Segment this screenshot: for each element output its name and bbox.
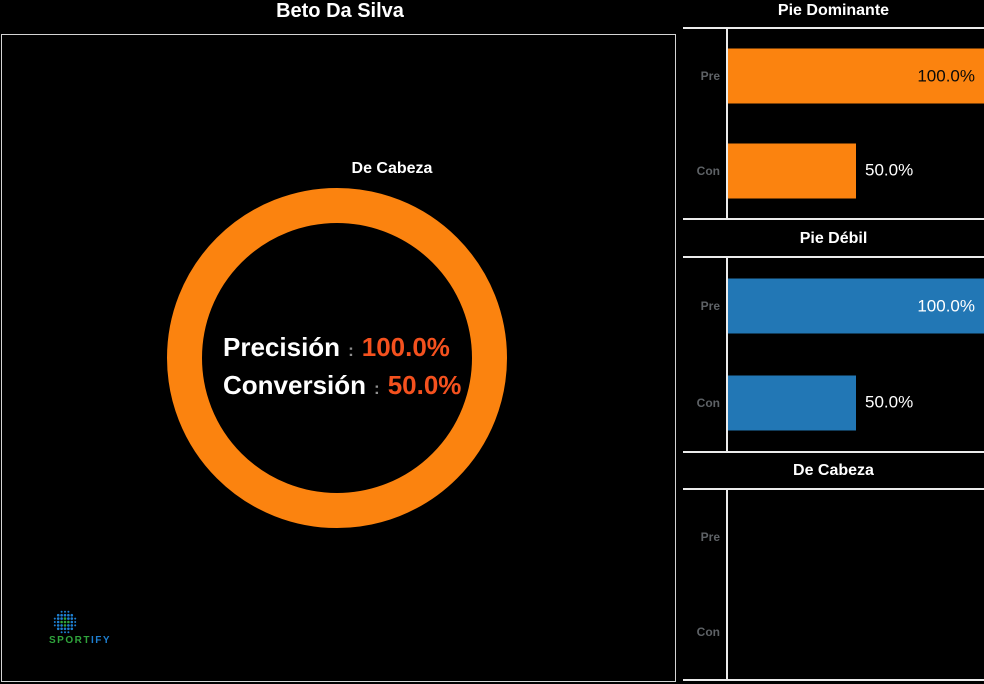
tick-label: Pre — [700, 530, 720, 545]
separator: : — [374, 379, 380, 398]
precision-value: 100.0% — [361, 332, 450, 362]
side-chart-title: Pie Débil — [799, 230, 868, 247]
tick-label: Con — [696, 624, 720, 639]
precision-stat: Precisión:100.0% — [223, 330, 461, 368]
tick-label: Con — [696, 163, 720, 178]
bar-row: Pre — [683, 490, 984, 585]
conversion-label: Conversión — [223, 370, 367, 400]
bar-value-label: 50.0% — [865, 160, 914, 180]
y-axis-line — [726, 29, 728, 218]
separator: : — [348, 341, 354, 360]
side-charts-column: Pie Dominante Pre 100.0% Con 50.0% Pie Débil P… — [683, 0, 984, 684]
bar-chart-area: Pre 100.0% Con 50.0% — [683, 27, 984, 220]
donut-chart-title: De Cabeza — [351, 160, 433, 177]
bar-row: Con — [683, 585, 984, 680]
tick-label: Pre — [700, 299, 720, 314]
bar-value-label: 100.0% — [917, 296, 975, 316]
bar-value-label: 100.0% — [917, 66, 975, 86]
tick-label: Con — [696, 395, 720, 410]
side-chart-title: De Cabeza — [793, 462, 874, 479]
side-chart-title: Pie Dominante — [777, 2, 890, 19]
wordmark-primary: SPORT — [48, 635, 91, 646]
y-axis-line — [726, 258, 728, 451]
sportify-globe-icon — [53, 610, 77, 634]
bar-row: Pre 100.0% — [683, 258, 984, 355]
wordmark-secondary: IFY — [90, 635, 111, 646]
bar: 100.0% — [728, 278, 984, 334]
bar-row: Con 50.0% — [683, 124, 984, 219]
y-axis-line — [726, 490, 728, 679]
bar: 50.0% — [728, 375, 913, 431]
tick-label: Pre — [700, 69, 720, 84]
bar: 50.0% — [728, 143, 913, 199]
donut-chart-panel: De Cabeza Precisión:100.0% Conversión:50… — [1, 34, 676, 682]
bar-chart-area: Pre 100.0% Con 50.0% — [683, 256, 984, 453]
bar-value-label: 50.0% — [865, 392, 914, 412]
page-title: Beto Da Silva — [276, 0, 404, 22]
bar-row: Pre 100.0% — [683, 29, 984, 124]
bar-chart-area: Pre Con — [683, 488, 984, 681]
conversion-stat: Conversión:50.0% — [223, 368, 461, 406]
conversion-value: 50.0% — [387, 370, 462, 400]
sportify-logo: SPORTIFY — [20, 607, 140, 655]
sportify-wordmark: SPORTIFY — [20, 635, 140, 646]
precision-label: Precisión — [223, 332, 341, 362]
bar-row: Con 50.0% — [683, 355, 984, 452]
donut-center-stats: Precisión:100.0% Conversión:50.0% — [223, 330, 461, 406]
bar: 100.0% — [728, 48, 984, 104]
